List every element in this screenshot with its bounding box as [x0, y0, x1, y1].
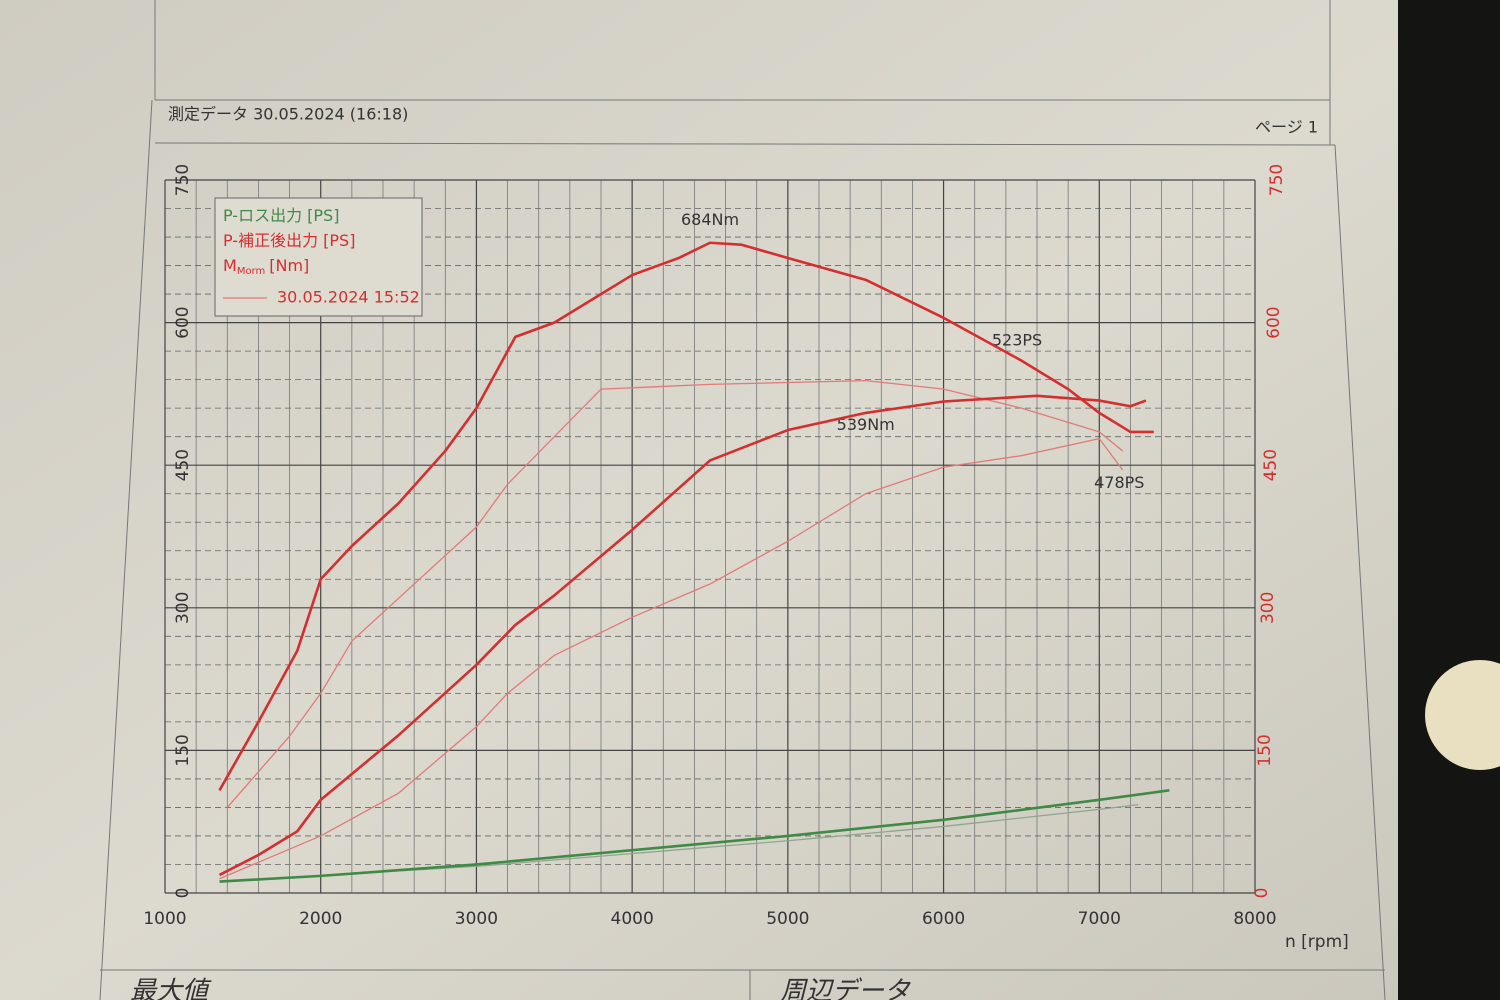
x-axis-label: n [rpm] [1285, 932, 1349, 952]
legend-entry: P-ロス出力 [PS] [223, 206, 339, 225]
border [154, 142, 1336, 146]
legend-text: [Nm] [269, 256, 309, 275]
series-line [219, 437, 1124, 880]
peak-label: 523PS [992, 330, 1042, 349]
peak-label: 684Nm [681, 210, 739, 229]
y2-tick-label: 450 [1261, 449, 1281, 481]
x-tick-label: 2000 [299, 909, 342, 929]
footer-left: 最大値 [130, 977, 212, 1000]
y2-tick-label: 600 [1264, 306, 1284, 338]
border [1334, 144, 1386, 1000]
x-tick-label: 1000 [143, 909, 186, 929]
x-tick-label: 7000 [1078, 909, 1121, 929]
header-title: 測定データ 30.05.2024 (16:18) [168, 105, 408, 124]
y-tick-label: 300 [173, 592, 193, 624]
legend-text: P-補正後出力 [PS] [223, 231, 355, 250]
background-edge [1398, 0, 1500, 1000]
series-line [219, 789, 1170, 883]
y-tick-label: 600 [173, 306, 193, 338]
y-tick-label: 750 [173, 164, 193, 196]
legend-entry: MMorm [Nm] [223, 256, 309, 278]
y-tick-label: 0 [173, 888, 193, 899]
peak-label: 539Nm [837, 415, 895, 434]
x-tick-label: 6000 [922, 909, 965, 929]
page-number: ページ 1 [1255, 118, 1318, 137]
series-line [218, 394, 1147, 877]
y2-tick-label: 0 [1252, 888, 1272, 899]
y-tick-label: 150 [173, 734, 193, 766]
legend-entry: 30.05.2024 15:52 [277, 288, 420, 307]
x-tick-label: 5000 [766, 909, 809, 929]
plot: 1000 2000 3000 4000 5000 6000 7000 800001503004… [143, 164, 1348, 952]
x-tick-label: 8000 [1233, 909, 1276, 929]
footer-right: 周辺データ [780, 977, 911, 1000]
y2-tick-label: 150 [1255, 734, 1275, 766]
legend-text: Morm [237, 266, 265, 277]
legend-text: M [223, 256, 237, 275]
y-tick-label: 450 [173, 449, 193, 481]
peak-label: 478PS [1094, 473, 1144, 492]
y2-tick-label: 300 [1258, 592, 1278, 624]
x-tick-label: 4000 [611, 909, 654, 929]
legend-box [214, 197, 423, 317]
light-spot [1425, 660, 1500, 770]
series-line [218, 241, 1154, 791]
legend-text: P-ロス出力 [PS] [223, 206, 339, 225]
border [99, 99, 153, 1000]
y2-tick-label: 750 [1267, 164, 1287, 196]
x-tick-label: 3000 [455, 909, 498, 929]
legend-entry: P-補正後出力 [PS] [223, 231, 355, 250]
